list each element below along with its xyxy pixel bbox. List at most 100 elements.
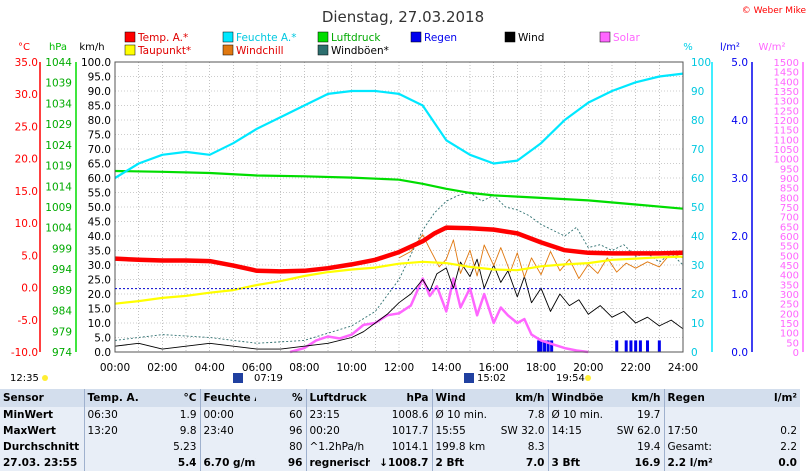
table-header-cell: Regen bbox=[663, 389, 720, 408]
sunrise-icon bbox=[233, 373, 243, 383]
wind-tick: 65.0 bbox=[88, 159, 111, 171]
solar-tick: 1100 bbox=[774, 135, 799, 146]
table-row: MaxWert 13:20 9.8 23:40 96 00:20 1017.7 15:55 SW… bbox=[0, 423, 800, 440]
pressure-tick: 1039 bbox=[45, 78, 72, 90]
table-cell: 7.8 bbox=[527, 408, 545, 421]
pressure-tick: 999 bbox=[52, 243, 72, 255]
pressure-tick: 974 bbox=[52, 347, 72, 359]
temperature-line bbox=[114, 225, 684, 274]
temp-tick: 15.0 bbox=[15, 186, 38, 198]
table-header-cell: Luftdruck bbox=[305, 389, 370, 408]
solar-tick: 1350 bbox=[774, 87, 799, 98]
rain-bar bbox=[634, 340, 638, 352]
chart-title: Dienstag, 27.03.2018 bbox=[322, 8, 484, 26]
legend-swatch bbox=[317, 31, 329, 43]
rain-bar bbox=[550, 340, 554, 352]
table-cell: SW 62.0 bbox=[616, 424, 661, 437]
table-row: MinWert 06:30 1.9 00:00 60 23:15 1008.6 Ø 10 mi… bbox=[0, 407, 800, 424]
rain-bar bbox=[539, 340, 543, 352]
time-tick: 04:00 bbox=[195, 362, 225, 374]
time-marker-dot bbox=[42, 375, 48, 381]
solar-tick: 100 bbox=[780, 329, 799, 340]
humidity-tick: 60 bbox=[691, 173, 704, 185]
solar-tick: 950 bbox=[780, 164, 799, 175]
table-header-cell: km/h bbox=[604, 389, 664, 408]
legend-swatch bbox=[317, 44, 329, 56]
table-cell: 199.8 km bbox=[431, 439, 488, 455]
table-cell: 2.2 l/m² bbox=[663, 455, 720, 471]
wind-tick: 15.0 bbox=[88, 304, 111, 316]
table-cell: 5.23 bbox=[173, 440, 197, 453]
solar-tick: 900 bbox=[780, 174, 799, 185]
pressure-unit: hPa bbox=[49, 42, 67, 53]
pressure-tick: 1029 bbox=[45, 119, 72, 131]
solar-noon-icon bbox=[464, 373, 474, 383]
table-header-cell: Wind bbox=[431, 389, 488, 408]
pressure-tick: 1044 bbox=[45, 57, 72, 69]
pressure-line bbox=[114, 169, 684, 210]
solar-tick: 1500 bbox=[774, 58, 799, 69]
time-tick: 14:00 bbox=[431, 362, 461, 374]
humidity-tick: 30 bbox=[691, 260, 704, 272]
temp-tick: 10.0 bbox=[15, 218, 38, 230]
table-cell: ↓1008.7 bbox=[379, 456, 429, 469]
wind-tick: 100.0 bbox=[81, 57, 111, 69]
table-cell: 3 Bft bbox=[547, 455, 604, 471]
table-row: Durchschnitt 5.23 80 ^1.2hPa/h 1014.1 199.8 k… bbox=[0, 439, 800, 455]
table-cell: 14:15 bbox=[547, 423, 604, 440]
time-tick: 06:00 bbox=[242, 362, 272, 374]
legend-swatch bbox=[504, 31, 516, 43]
solar-tick: 500 bbox=[780, 251, 799, 262]
rain-tick: 5.0 bbox=[731, 57, 748, 69]
solar-tick: 1250 bbox=[774, 106, 799, 117]
table-cell: 16.9 bbox=[634, 456, 661, 469]
solar-tick: 450 bbox=[780, 261, 799, 272]
table-cell: 96 bbox=[287, 456, 303, 469]
legend-swatch bbox=[124, 44, 136, 56]
pressure-tick: 1004 bbox=[45, 223, 72, 235]
rain-tick: 0.0 bbox=[731, 347, 748, 359]
wind-tick: 60.0 bbox=[88, 173, 111, 185]
humidity-line bbox=[114, 72, 684, 179]
legend-label: Feuchte A.* bbox=[236, 32, 297, 44]
humidity-tick: 70 bbox=[691, 144, 704, 156]
table-header-cell: Feuchte A. bbox=[199, 389, 256, 408]
humidity-tick: 90 bbox=[691, 86, 704, 98]
temp-unit: °C bbox=[18, 42, 30, 53]
table-cell: 0.2 bbox=[780, 424, 797, 437]
rain-bar bbox=[624, 340, 628, 352]
table-header-cell: Temp. A. bbox=[83, 389, 140, 408]
table-cell: 15:55 bbox=[431, 423, 488, 440]
solar-tick: 150 bbox=[780, 319, 799, 330]
wind-tick: 25.0 bbox=[88, 275, 111, 287]
pressure-tick: 1024 bbox=[45, 140, 72, 152]
pressure-tick: 1034 bbox=[45, 98, 72, 110]
wind-unit: km/h bbox=[79, 42, 104, 53]
rain-unit: l/m² bbox=[720, 42, 740, 53]
time-tick: 00:00 bbox=[100, 362, 130, 374]
pressure-tick: 979 bbox=[52, 326, 72, 338]
legend: Temp. A.* Feuchte A.* Luftdruck Regen Wind So… bbox=[124, 31, 640, 57]
temp-tick: 30.0 bbox=[15, 89, 38, 101]
solar-tick: 250 bbox=[780, 300, 799, 311]
table-cell: 27.03. 23:55 bbox=[3, 456, 78, 469]
table-cell: 2.2 bbox=[780, 440, 797, 453]
humidity-tick: 10 bbox=[691, 318, 704, 330]
humidity-tick: 80 bbox=[691, 115, 704, 127]
table-cell: 1.9 bbox=[179, 408, 197, 421]
solar-tick: 1300 bbox=[774, 97, 799, 108]
dewpoint-line bbox=[114, 255, 684, 305]
wind-tick: 45.0 bbox=[88, 217, 111, 229]
wind-tick: 5.0 bbox=[94, 333, 111, 345]
table-cell: Ø 10 min. bbox=[431, 407, 488, 424]
legend-swatch bbox=[124, 31, 136, 43]
table-cell: 80 bbox=[289, 440, 303, 453]
rain-bar bbox=[615, 340, 619, 352]
table-cell bbox=[720, 407, 800, 423]
wind-tick: 40.0 bbox=[88, 231, 111, 243]
humidity-tick: 100 bbox=[691, 57, 711, 69]
table-cell: 1008.6 bbox=[391, 408, 429, 421]
table-cell: 23:40 bbox=[199, 423, 256, 440]
legend-label: Temp. A.* bbox=[137, 32, 188, 44]
